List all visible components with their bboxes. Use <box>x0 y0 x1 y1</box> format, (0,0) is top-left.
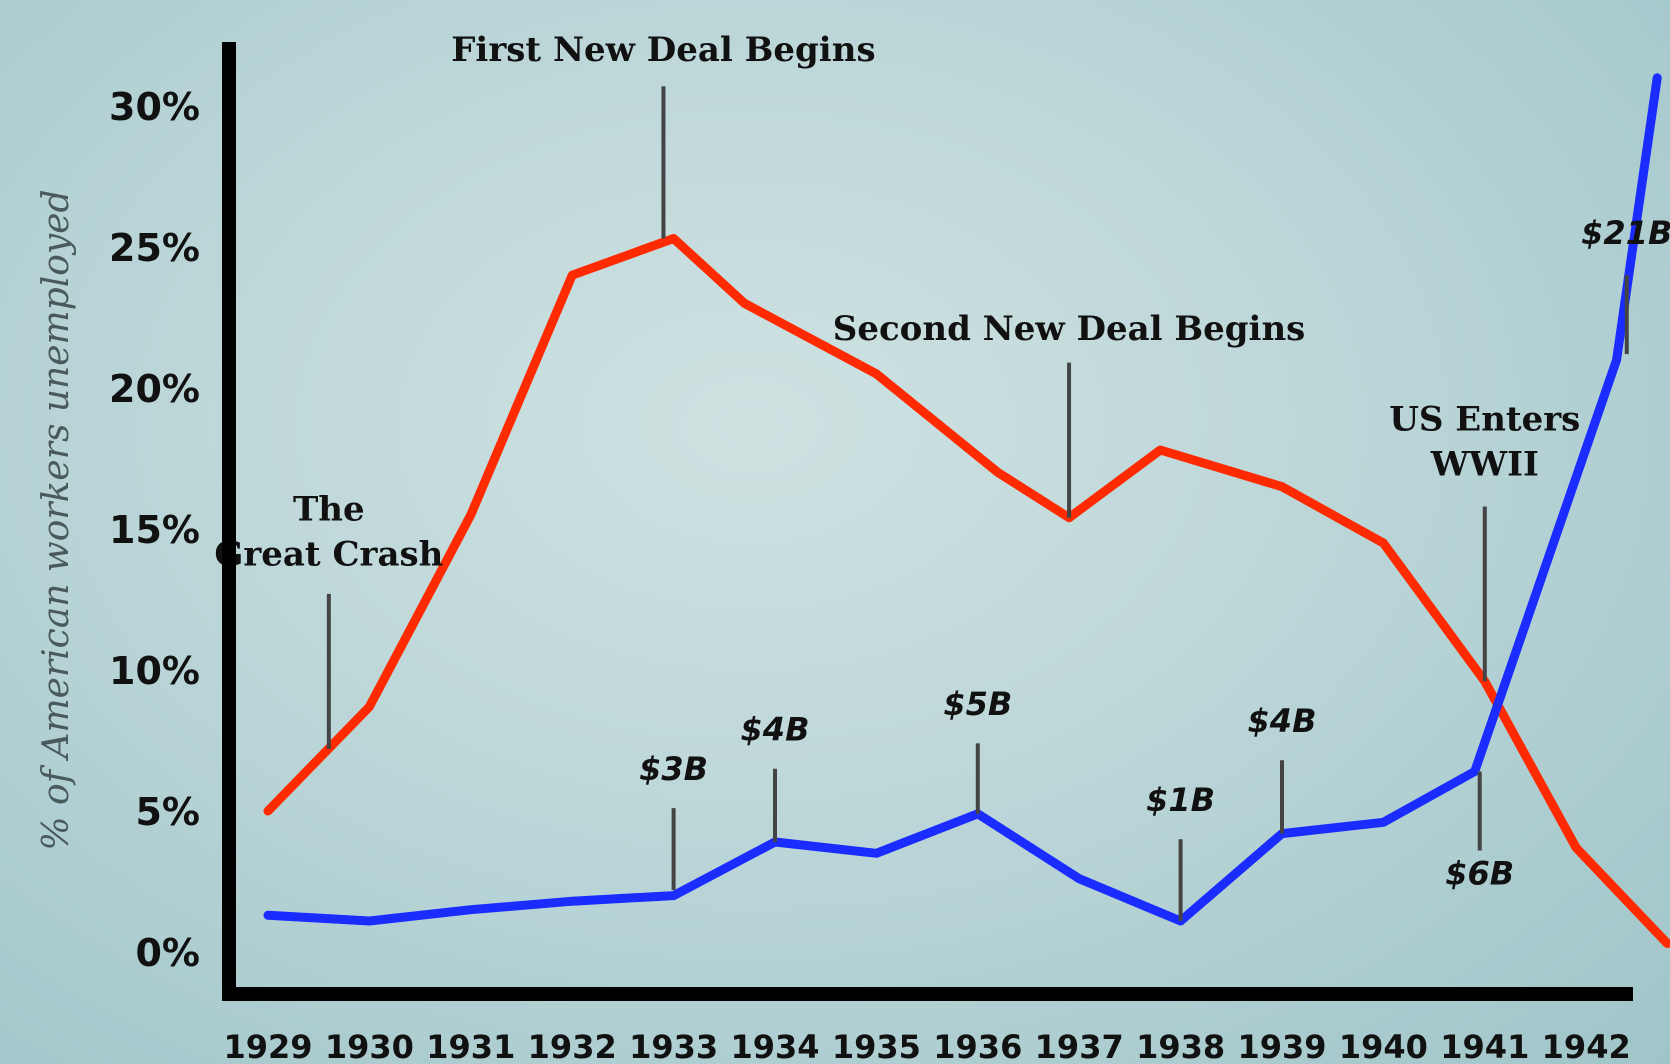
y-tick-label: 0% <box>135 931 200 975</box>
x-tick-label: 1933 <box>629 1028 718 1064</box>
event-annotation-text: Second New Deal Begins <box>833 309 1306 349</box>
event-annotation-text: First New Deal Begins <box>451 30 875 70</box>
event-annotation-text: Great Crash <box>214 535 443 575</box>
x-tick-label: 1931 <box>426 1028 515 1064</box>
x-tick-label: 1929 <box>223 1028 312 1064</box>
x-tick-label: 1937 <box>1035 1028 1124 1064</box>
series-lines <box>263 73 1670 948</box>
y-tick-label: 30% <box>109 85 200 129</box>
x-tick-label: 1932 <box>528 1028 617 1064</box>
x-tick-label: 1938 <box>1136 1028 1225 1064</box>
event-annotation-text: WWII <box>1430 444 1539 484</box>
annotation-texts: The Great Crash First New Deal Begins Secon… <box>214 30 1670 892</box>
x-tick-labels: 1929 1930 1931 1932 1933 1934 1935 1936 1937 1938… <box>223 1028 1630 1064</box>
spending-label: $5B <box>943 685 1012 723</box>
annotation-leaders <box>326 86 1629 921</box>
spending-label: $1B <box>1146 781 1215 819</box>
x-tick-label: 1941 <box>1440 1028 1529 1064</box>
x-tick-label: 1934 <box>730 1028 819 1064</box>
y-tick-label: 20% <box>109 367 200 411</box>
x-tick-label: 1939 <box>1237 1028 1326 1064</box>
event-annotation-text: US Enters <box>1389 399 1580 439</box>
spending-label: $21B <box>1581 214 1670 252</box>
spending-label: $3B <box>639 750 708 788</box>
x-tick-label: 1930 <box>325 1028 414 1064</box>
spending-label: $4B <box>1248 702 1317 740</box>
y-axis-label-group: % of American workers unemployed <box>36 189 77 850</box>
unemployment-line <box>263 234 1670 948</box>
event-annotation-text: The <box>293 490 365 530</box>
x-tick-label: 1942 <box>1542 1028 1631 1064</box>
x-tick-label: 1935 <box>832 1028 921 1064</box>
spending-label: $4B <box>741 711 810 749</box>
y-tick-label: 25% <box>109 226 200 270</box>
y-tick-label: 10% <box>109 649 200 693</box>
y-tick-label: 5% <box>135 790 200 834</box>
spending-label: $6B <box>1445 854 1514 892</box>
x-tick-label: 1936 <box>933 1028 1022 1064</box>
x-tick-label: 1940 <box>1339 1028 1428 1064</box>
y-tick-label: 15% <box>109 508 200 552</box>
y-tick-labels: 0% 5% 10% 15% 20% 25% 30% <box>109 85 200 975</box>
y-axis-label: % of American workers unemployed <box>36 189 77 850</box>
axes <box>222 42 1633 1001</box>
